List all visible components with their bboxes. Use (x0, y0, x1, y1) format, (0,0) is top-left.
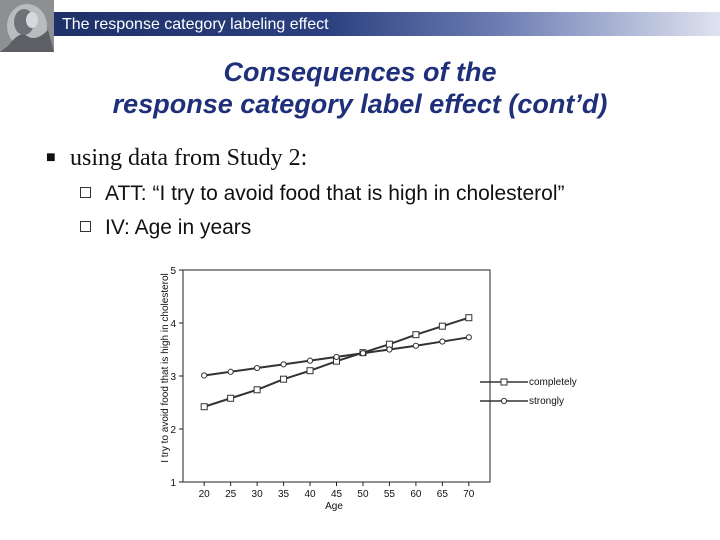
data-point-strongly (306, 357, 314, 364)
data-point-strongly (412, 342, 419, 349)
header-title: The response category labeling effect (62, 16, 329, 33)
x-tick-label: 20 (199, 489, 211, 500)
data-point-completely (385, 340, 393, 348)
data-point-strongly (333, 353, 340, 361)
y-tick-label: 3 (170, 372, 176, 383)
header-logo-icon (0, 0, 54, 52)
chart-legend: completely strongly (480, 377, 577, 407)
data-point-completely (227, 394, 235, 402)
y-axis-label: I try to avoid food that is high in chol… (160, 273, 171, 463)
main-bullet: ■ using data from Study 2: (46, 145, 307, 172)
x-tick-label: 45 (331, 489, 343, 500)
data-point-strongly (254, 364, 261, 372)
x-tick-label: 70 (463, 489, 475, 500)
data-point-completely (280, 375, 288, 383)
sub-bullet-attitude: ATT: “I try to avoid food that is high i… (80, 182, 565, 206)
x-tick-label: 65 (437, 489, 449, 500)
y-tick-label: 4 (170, 319, 176, 330)
data-point-completely (412, 331, 420, 339)
hollow-square-bullet-icon (80, 221, 91, 232)
legend-marker-completely (500, 378, 508, 386)
data-point-completely (200, 403, 208, 411)
x-tick-label: 55 (384, 489, 396, 500)
data-point-strongly (201, 372, 208, 379)
header-bar: The response category labeling effect (0, 0, 720, 52)
hollow-square-bullet-icon (80, 187, 91, 198)
slide-title-line-1: Consequences of the (223, 57, 497, 87)
main-bullet-text: using data from Study 2: (70, 145, 308, 171)
x-axis-label: Age (325, 501, 343, 512)
header-band (0, 12, 720, 36)
data-point-strongly (439, 338, 446, 345)
data-point-strongly (465, 334, 472, 341)
data-point-strongly (227, 368, 234, 375)
data-point-completely (465, 314, 473, 322)
legend-marker-strongly (500, 397, 508, 405)
chart-series (200, 314, 473, 411)
data-point-strongly (386, 346, 393, 353)
data-point-completely (306, 367, 314, 375)
x-tick-label: 40 (304, 489, 316, 500)
slide-title: Consequences of the response category la… (0, 56, 720, 120)
legend-label-strongly: strongly (529, 396, 564, 407)
y-tick-label: 5 (170, 266, 176, 277)
legend-label-completely: completely (529, 377, 577, 388)
data-point-strongly (359, 350, 367, 357)
x-tick-label: 25 (225, 489, 237, 500)
data-point-completely (253, 386, 261, 394)
x-tick-label: 60 (410, 489, 422, 500)
y-tick-label: 2 (170, 425, 176, 436)
slide-title-line-2: response category label effect (cont’d) (112, 89, 608, 119)
plot-frame (182, 269, 491, 483)
x-tick-label: 50 (357, 489, 369, 500)
data-point-strongly (280, 361, 287, 368)
data-point-completely (438, 322, 446, 330)
x-tick-label: 35 (278, 489, 290, 500)
sub-bullet-text: ATT: “I try to avoid food that is high i… (105, 182, 565, 205)
sub-bullet-text: IV: Age in years (105, 216, 252, 239)
x-tick-label: 30 (252, 489, 264, 500)
sub-bullet-iv: IV: Age in years (80, 216, 251, 240)
square-bullet-icon: ■ (46, 149, 56, 166)
y-tick-label: 1 (170, 478, 176, 489)
